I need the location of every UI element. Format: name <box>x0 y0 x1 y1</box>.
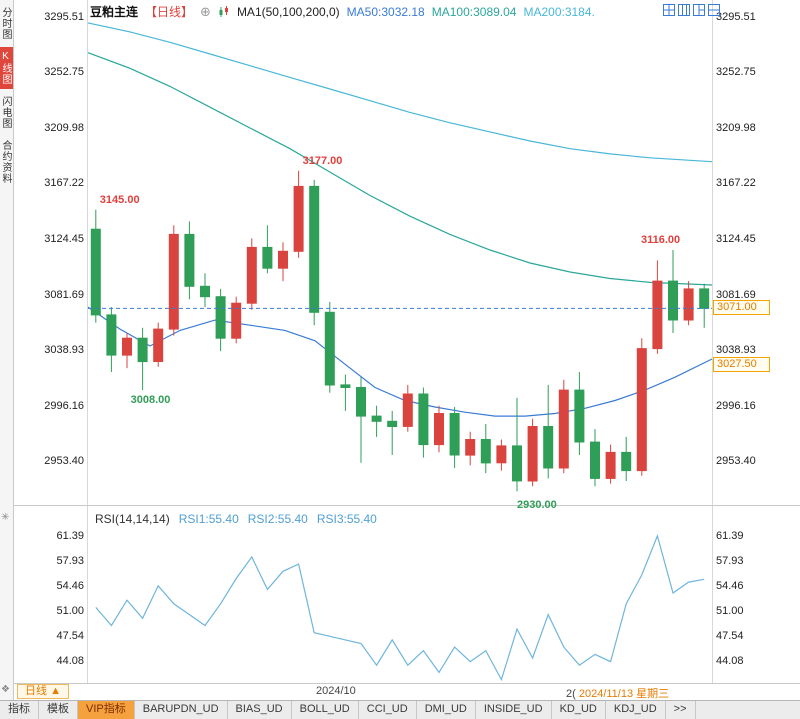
ma50-value: MA50:3032.18 <box>346 4 425 19</box>
bottom-tab-7[interactable]: CCI_UD <box>359 701 417 719</box>
period-selector[interactable]: 日线 ▲ <box>17 684 69 699</box>
bottom-tab-6[interactable]: BOLL_UD <box>292 701 359 719</box>
sidebar-pin-icon[interactable]: ✳ <box>1 512 10 523</box>
period-up-arrow-icon: ▲ <box>50 685 61 697</box>
layout-buttons <box>663 3 720 16</box>
layout-left-split-icon[interactable] <box>693 3 705 16</box>
rsi1-value: RSI1:55.40 <box>178 512 239 526</box>
kline-mini-icon <box>218 5 230 18</box>
time-axis: 日线 ▲ 2024/10 2( 2024/11/13 星期三 <box>14 684 800 700</box>
sidebar-item-1[interactable]: 分时图 <box>0 7 11 40</box>
left-sidebar: 分时图 K线图闪电图合约资料 ✳ ❖ <box>0 0 14 700</box>
bottom-tab-10[interactable]: KD_UD <box>552 701 606 719</box>
bottom-tab-3[interactable]: VIP指标 <box>78 701 135 719</box>
chart-header: 豆粕主连 【日线】 ⊕ MA1(50,100,200,0) MA50:3032.… <box>90 3 595 20</box>
rsi-header: RSI(14,14,14) RSI1:55.40 RSI2:55.40 RSI3… <box>95 512 377 526</box>
rsi2-value: RSI2:55.40 <box>247 512 308 526</box>
bottom-tab-1[interactable]: 指标 <box>0 701 39 719</box>
add-indicator-icon[interactable]: ⊕ <box>200 3 211 19</box>
layout-columns-icon[interactable] <box>678 3 690 16</box>
bottom-tab-9[interactable]: INSIDE_UD <box>476 701 552 719</box>
bottom-tab-4[interactable]: BARUPDN_UD <box>135 701 228 719</box>
ma200-value: MA200:3184. <box>523 4 595 19</box>
rsi3-value: RSI3:55.40 <box>316 512 377 526</box>
indicator-toolbar: 指标 模板 VIP指标 BARUPDN_UD BIAS_UD BOLL_UD CCI_UD D… <box>0 700 800 719</box>
current-date-label: 2024/11/13 星期三 <box>578 688 670 700</box>
bottom-tab-12[interactable]: >> <box>666 701 696 719</box>
bottom-tab-5[interactable]: BIAS_UD <box>228 701 292 719</box>
ma100-value: MA100:3089.04 <box>431 4 517 19</box>
rsi-settings-label: RSI(14,14,14) <box>95 512 170 526</box>
time-label-partial: 2( <box>566 688 576 700</box>
period-selector-label: 日线 <box>25 685 47 697</box>
layout-grid-2x2-icon[interactable] <box>663 3 675 16</box>
bottom-tab-2[interactable]: 模板 <box>39 701 78 719</box>
sidebar-item-4[interactable]: 合约资料 <box>0 140 11 184</box>
sidebar-item-2[interactable]: K线图 <box>0 47 13 89</box>
instrument-name: 豆粕主连 <box>90 5 139 19</box>
bottom-tab-11[interactable]: KDJ_UD <box>606 701 666 719</box>
sidebar-item-3[interactable]: 闪电图 <box>0 96 11 129</box>
bottom-tab-8[interactable]: DMI_UD <box>417 701 476 719</box>
ma-settings-label: MA1(50,100,200,0) <box>236 4 340 19</box>
layout-rows-icon[interactable] <box>708 3 720 16</box>
time-label-month: 2024/10 <box>316 685 356 697</box>
period-indicator: 【日线】 <box>145 5 194 19</box>
sidebar-settings-icon[interactable]: ❖ <box>1 684 10 695</box>
